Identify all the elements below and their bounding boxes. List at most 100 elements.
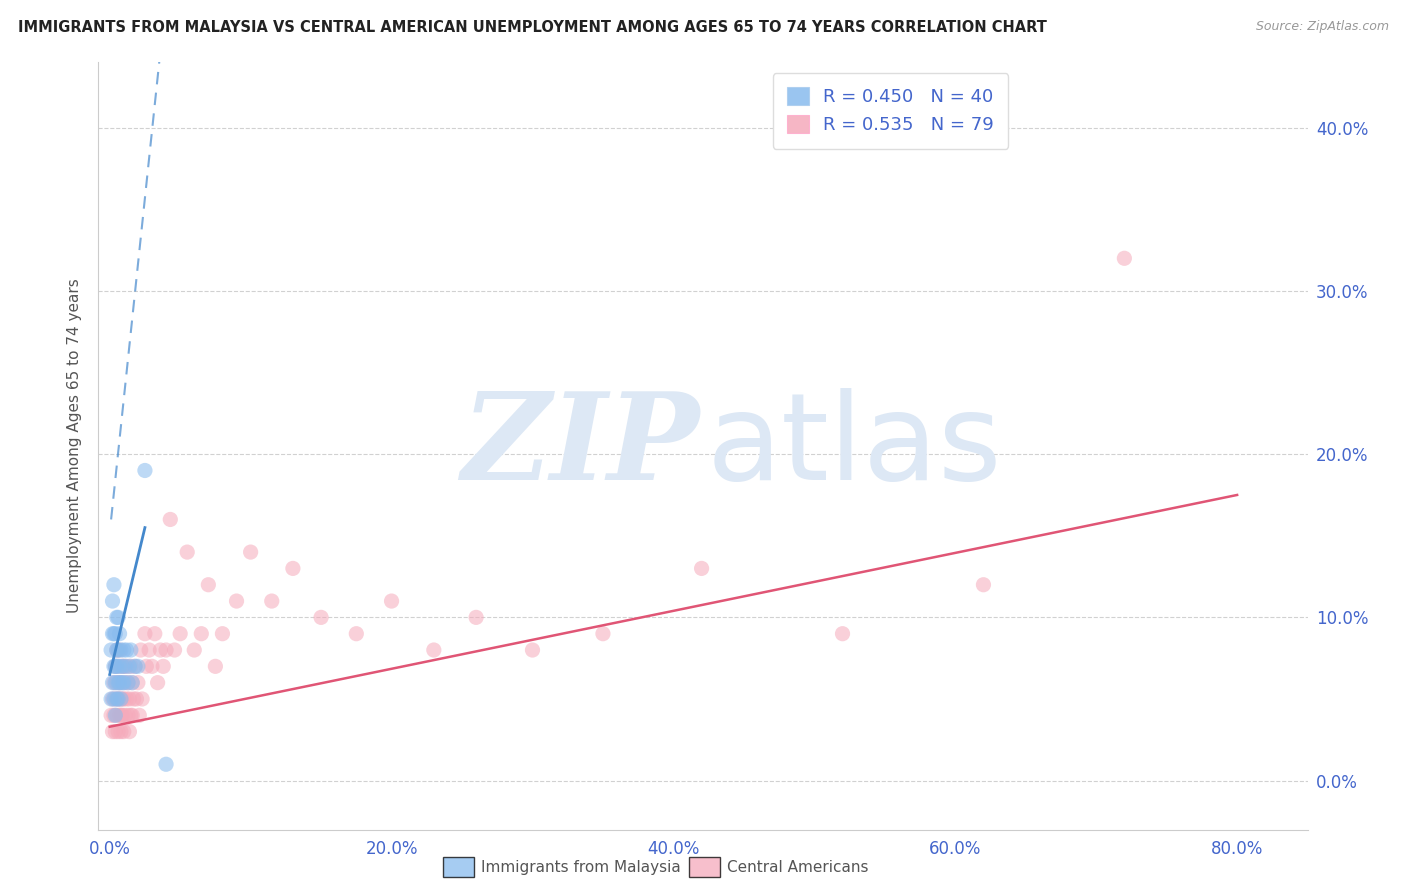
Point xyxy=(309,610,332,624)
Point xyxy=(103,578,125,592)
Point xyxy=(104,675,127,690)
Text: Source: ZipAtlas.com: Source: ZipAtlas.com xyxy=(1256,20,1389,33)
Point xyxy=(120,643,142,657)
Point xyxy=(211,626,233,640)
Point xyxy=(110,692,132,706)
Point xyxy=(108,675,131,690)
Point xyxy=(105,675,128,690)
Point xyxy=(111,708,134,723)
Point xyxy=(118,724,141,739)
Point xyxy=(117,675,139,690)
Point xyxy=(159,512,181,526)
Point xyxy=(115,692,138,706)
Point xyxy=(281,561,304,575)
Text: Central Americans: Central Americans xyxy=(727,860,869,874)
Point xyxy=(127,659,149,673)
Point xyxy=(122,692,145,706)
Point xyxy=(101,724,124,739)
Point xyxy=(1114,252,1136,266)
Point xyxy=(105,610,128,624)
Point xyxy=(972,578,994,592)
Point xyxy=(423,643,446,657)
Point xyxy=(522,643,544,657)
Point xyxy=(104,708,127,723)
Point xyxy=(152,659,174,673)
Point xyxy=(108,659,131,673)
Point xyxy=(108,626,131,640)
Point xyxy=(169,626,191,640)
Point xyxy=(103,708,125,723)
Point xyxy=(107,692,129,706)
Point xyxy=(110,643,132,657)
Point xyxy=(112,724,135,739)
Point xyxy=(103,659,125,673)
Point xyxy=(104,626,127,640)
Point xyxy=(114,675,136,690)
Text: atlas: atlas xyxy=(707,387,1002,505)
Point xyxy=(380,594,402,608)
Point xyxy=(115,659,138,673)
Legend: R = 0.450   N = 40, R = 0.535   N = 79: R = 0.450 N = 40, R = 0.535 N = 79 xyxy=(773,73,1008,149)
Y-axis label: Unemployment Among Ages 65 to 74 years: Unemployment Among Ages 65 to 74 years xyxy=(67,278,83,614)
Point xyxy=(134,463,156,477)
Point xyxy=(103,692,125,706)
Point xyxy=(183,643,205,657)
Point xyxy=(112,659,135,673)
Point xyxy=(112,643,135,657)
Point xyxy=(110,708,132,723)
Point xyxy=(110,675,132,690)
Point xyxy=(344,626,367,640)
Point xyxy=(115,643,138,657)
Point xyxy=(110,724,132,739)
Point xyxy=(101,594,124,608)
Point xyxy=(176,545,198,559)
Point xyxy=(120,659,142,673)
Point xyxy=(831,626,853,640)
Point xyxy=(125,692,148,706)
Point xyxy=(105,643,128,657)
Text: ZIP: ZIP xyxy=(461,387,699,505)
Point xyxy=(128,708,150,723)
Point xyxy=(111,659,134,673)
Point xyxy=(107,610,129,624)
Point xyxy=(155,757,177,772)
Point xyxy=(101,692,124,706)
Point xyxy=(124,659,146,673)
Point xyxy=(108,643,131,657)
Point xyxy=(118,659,141,673)
Point xyxy=(114,659,136,673)
Point xyxy=(104,724,127,739)
Point xyxy=(100,708,122,723)
Point xyxy=(105,692,128,706)
Point xyxy=(155,643,177,657)
Point xyxy=(111,692,134,706)
Point xyxy=(260,594,283,608)
Point xyxy=(225,594,247,608)
Point xyxy=(101,626,124,640)
Point xyxy=(112,692,135,706)
Point xyxy=(592,626,614,640)
Point xyxy=(197,578,219,592)
Point xyxy=(111,659,134,673)
Point xyxy=(118,692,141,706)
Point xyxy=(135,659,157,673)
Point xyxy=(121,708,143,723)
Text: IMMIGRANTS FROM MALAYSIA VS CENTRAL AMERICAN UNEMPLOYMENT AMONG AGES 65 TO 74 YE: IMMIGRANTS FROM MALAYSIA VS CENTRAL AMER… xyxy=(18,20,1047,35)
Point xyxy=(149,643,172,657)
Point xyxy=(108,692,131,706)
Point xyxy=(104,659,127,673)
Point xyxy=(117,708,139,723)
Point xyxy=(105,708,128,723)
Point xyxy=(239,545,262,559)
Point xyxy=(138,643,160,657)
Point xyxy=(127,675,149,690)
Point xyxy=(190,626,212,640)
Point xyxy=(100,692,122,706)
Point xyxy=(117,675,139,690)
Point xyxy=(103,675,125,690)
Point xyxy=(108,708,131,723)
Point xyxy=(131,692,153,706)
Text: Immigrants from Malaysia: Immigrants from Malaysia xyxy=(481,860,681,874)
Point xyxy=(103,626,125,640)
Point xyxy=(690,561,713,575)
